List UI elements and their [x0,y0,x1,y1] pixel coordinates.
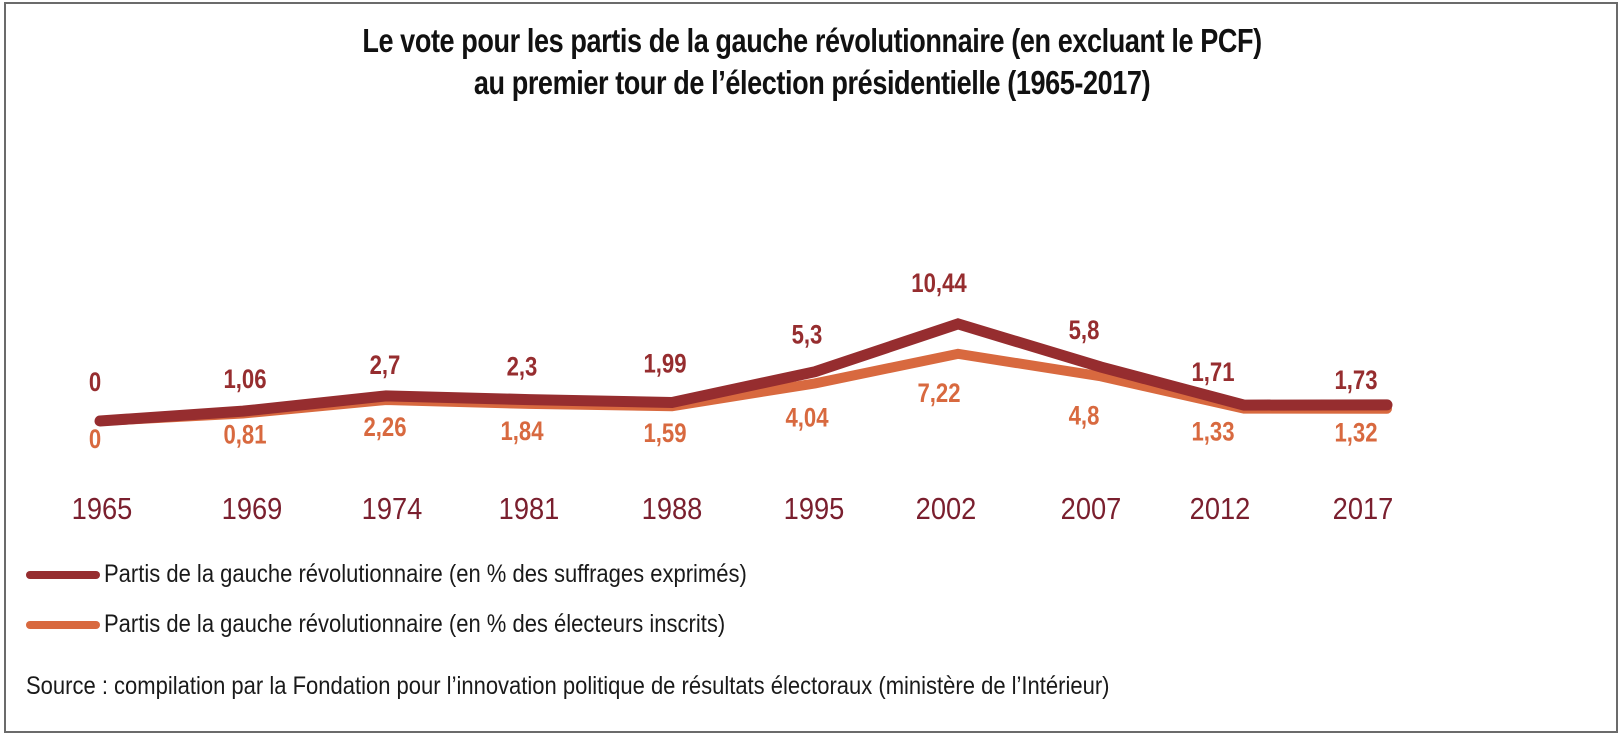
x-axis-tick-labels: 1965 1969 1974 1981 1988 1995 2002 2007 2012 2017 [72,492,1394,526]
legend-swatch-suffrages [26,570,100,579]
data-label-suffrages-2002: 10,44 [911,269,967,299]
legend-item-suffrages: Partis de la gauche révolutionnaire (en … [26,560,834,589]
x-tick-label-2007: 2007 [1061,492,1122,526]
x-tick-label-1981: 1981 [499,492,560,526]
data-label-suffrages-2007: 5,8 [1069,316,1100,346]
x-tick-label-1988: 1988 [642,492,703,526]
data-label-suffrages-2017: 1,73 [1334,366,1377,396]
data-label-suffrages-1974: 2,7 [370,351,401,381]
data-labels: 0 1,06 2,7 2,3 1,99 5,3 10,44 5,8 1,71 1,73 0 0,81 2… [89,269,1378,455]
data-label-inscrits-2002: 7,22 [917,379,960,409]
legend-label-inscrits: Partis de la gauche révolutionnaire (en … [104,610,726,638]
data-label-inscrits-1974: 2,26 [363,413,406,443]
data-label-suffrages-2012: 1,71 [1191,358,1234,388]
data-label-suffrages-1965: 0 [89,368,101,398]
chart-title-line-2: au premier tour de l’élection présidenti… [473,64,1151,101]
source-note: Source : compilation par la Fondation po… [26,672,1110,700]
chart-title-line-1: Le vote pour les partis de la gauche rév… [362,22,1262,59]
x-tick-label-1995: 1995 [784,492,845,526]
data-label-suffrages-1988: 1,99 [643,350,686,380]
data-label-suffrages-1969: 1,06 [223,365,266,395]
chart-title: Le vote pour les partis de la gauche rév… [146,20,1478,104]
data-label-inscrits-1988: 1,59 [643,419,686,449]
x-tick-label-2002: 2002 [916,492,977,526]
series-lines [94,318,1393,427]
x-tick-label-2012: 2012 [1190,492,1251,526]
series-line-suffrages [94,318,1393,427]
legend-label-suffrages: Partis de la gauche révolutionnaire (en … [104,560,747,588]
data-label-inscrits-2012: 1,33 [1191,418,1234,448]
data-label-suffrages-1981: 2,3 [507,353,538,383]
data-label-inscrits-1965: 0 [89,425,101,455]
data-label-suffrages-1995: 5,3 [792,321,823,351]
x-tick-label-1969: 1969 [222,492,283,526]
data-label-inscrits-2017: 1,32 [1334,419,1377,449]
x-tick-label-1974: 1974 [362,492,423,526]
data-label-inscrits-1995: 4,04 [785,403,828,433]
data-label-inscrits-1969: 0,81 [223,421,266,451]
legend-item-inscrits: Partis de la gauche révolutionnaire (en … [26,610,810,639]
x-tick-label-1965: 1965 [72,492,133,526]
data-label-inscrits-1981: 1,84 [500,417,543,447]
data-label-inscrits-2007: 4,8 [1069,401,1100,431]
x-tick-label-2017: 2017 [1333,492,1394,526]
legend-swatch-inscrits [26,620,100,629]
